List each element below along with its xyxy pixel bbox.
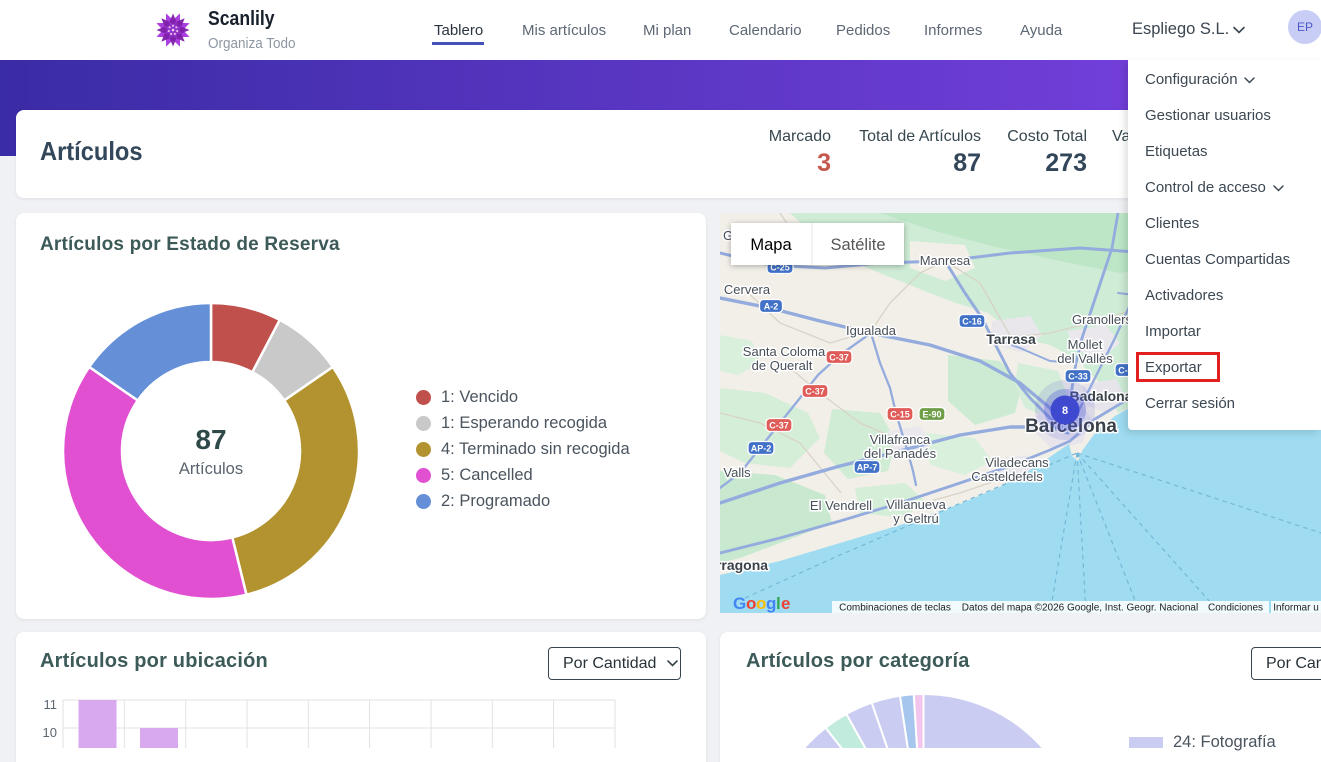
svg-text:C-37: C-37	[805, 387, 825, 397]
svg-text:Valls: Valls	[723, 465, 751, 480]
svg-text:y Geltrú: y Geltrú	[893, 511, 939, 526]
svg-text:Mapa: Mapa	[750, 236, 792, 254]
svg-text:E-90: E-90	[922, 410, 941, 420]
svg-text:Manresa: Manresa	[920, 253, 971, 268]
svg-text:Casteldefels: Casteldefels	[971, 469, 1043, 484]
svg-text:A-2: A-2	[764, 302, 779, 312]
svg-text:o: o	[746, 594, 756, 613]
svg-text:11: 11	[44, 697, 58, 712]
svg-text:del Vallès: del Vallès	[1057, 351, 1113, 366]
svg-text:10: 10	[43, 725, 57, 740]
svg-text:Cervera: Cervera	[724, 282, 771, 297]
svg-text:rragona: rragona	[720, 557, 768, 573]
svg-text:AP-7: AP-7	[857, 463, 878, 473]
svg-text:Viladecans: Viladecans	[985, 455, 1049, 470]
svg-text:El Vendrell: El Vendrell	[810, 498, 872, 513]
svg-text:o: o	[756, 594, 766, 613]
svg-text:Informar u: Informar u	[1273, 603, 1319, 614]
svg-text:Igualada: Igualada	[846, 323, 897, 338]
svg-text:Datos del mapa ©2026 Google, I: Datos del mapa ©2026 Google, Inst. Geogr…	[962, 603, 1198, 614]
svg-text:del Panadés: del Panadés	[864, 446, 937, 461]
svg-text:Combinaciones de teclas: Combinaciones de teclas	[839, 603, 951, 614]
svg-text:C-15: C-15	[890, 410, 910, 420]
svg-text:C-37: C-37	[829, 353, 849, 363]
svg-text:de Queralt: de Queralt	[752, 358, 813, 373]
svg-text:C-16: C-16	[962, 317, 982, 327]
svg-text:G: G	[733, 594, 746, 613]
svg-text:e: e	[781, 594, 790, 613]
svg-text:Badalona: Badalona	[1069, 388, 1132, 404]
svg-text:Satélite: Satélite	[830, 236, 885, 254]
svg-text:Villanueva: Villanueva	[886, 497, 947, 512]
svg-text:Granollers: Granollers	[1072, 312, 1132, 327]
svg-text:l: l	[776, 594, 781, 613]
svg-text:Santa Coloma: Santa Coloma	[743, 344, 826, 359]
svg-text:Villafranca: Villafranca	[870, 432, 931, 447]
svg-text:C-37: C-37	[769, 421, 789, 431]
svg-text:Mollet: Mollet	[1068, 337, 1103, 352]
svg-text:Tarrasa: Tarrasa	[986, 331, 1036, 347]
svg-text:C-25: C-25	[770, 263, 790, 273]
svg-text:AP-2: AP-2	[751, 444, 772, 454]
svg-text:Condiciones: Condiciones	[1208, 603, 1263, 614]
svg-text:8: 8	[1062, 405, 1068, 417]
svg-text:C-33: C-33	[1068, 372, 1088, 382]
svg-text:g: g	[766, 594, 776, 613]
